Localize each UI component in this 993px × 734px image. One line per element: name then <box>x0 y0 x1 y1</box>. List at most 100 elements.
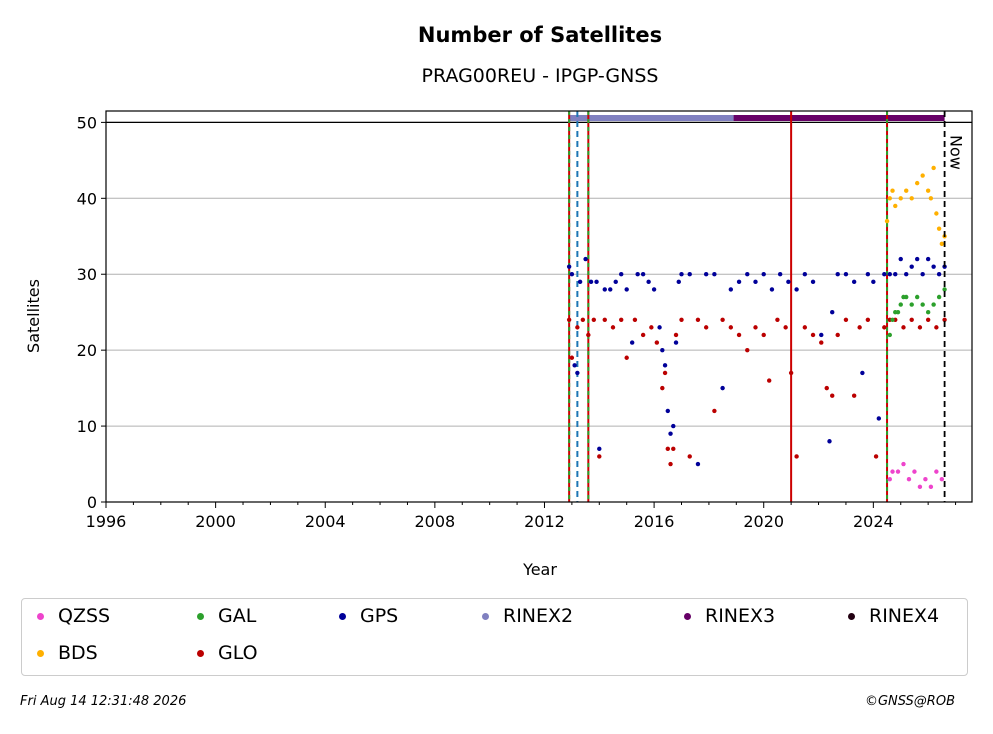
point-glo <box>591 317 597 322</box>
point-qzss <box>906 477 912 482</box>
point-glo <box>671 446 676 452</box>
point-gps <box>646 279 651 285</box>
point-bds <box>914 180 920 186</box>
point-glo <box>649 325 654 330</box>
point-gps <box>835 272 840 277</box>
point-gps <box>728 287 734 292</box>
point-glo <box>917 325 923 330</box>
point-gps <box>871 279 876 285</box>
point-gps <box>619 272 624 277</box>
y-tick-label: 40 <box>77 189 97 208</box>
point-glo <box>619 317 624 322</box>
point-glo <box>835 332 840 338</box>
point-glo <box>673 332 679 338</box>
point-glo <box>810 332 816 338</box>
point-gps <box>583 256 588 262</box>
point-gps <box>851 279 857 285</box>
x-tick-label: 2008 <box>415 512 456 531</box>
plot-area: 0 10 20 30 40 50 1996 2000 2004 2008 2012 2016 2020 2… <box>77 110 973 531</box>
point-glo <box>788 370 794 376</box>
point-gps <box>736 279 742 285</box>
point-glo <box>665 446 671 452</box>
x-tick-label: 2016 <box>634 512 675 531</box>
point-gps <box>876 416 882 421</box>
point-glo <box>942 317 947 322</box>
point-glo <box>767 378 772 383</box>
point-gps <box>679 272 684 277</box>
point-glo <box>597 454 602 459</box>
point-glo <box>610 325 616 330</box>
point-glo <box>640 332 646 338</box>
point-glo <box>712 408 717 414</box>
point-qzss <box>890 469 895 474</box>
point-bds <box>890 188 895 193</box>
point-glo <box>624 355 629 360</box>
point-glo <box>687 454 692 459</box>
satellite-chart: Number of Satellites PRAG00REU - IPGP-GN… <box>24 23 973 579</box>
x-axis-label: Year <box>522 560 557 579</box>
y-axis-label: Satellites <box>24 279 43 353</box>
point-gps <box>695 461 701 467</box>
point-glo <box>569 355 575 360</box>
point-glo <box>824 385 829 391</box>
point-gps <box>745 272 750 277</box>
point-qzss <box>912 469 917 474</box>
point-gps <box>819 332 824 338</box>
x-tick-label: 2024 <box>853 512 894 531</box>
point-glo <box>934 325 939 330</box>
point-bds <box>928 196 934 201</box>
point-glo <box>909 317 914 322</box>
point-glo <box>566 317 572 322</box>
footer-credit: ©GNSS@ROB <box>864 694 955 709</box>
point-glo <box>753 325 758 330</box>
point-glo <box>761 332 766 338</box>
legend-item-rinex4: RINEX4 <box>848 605 939 627</box>
point-glo <box>775 317 780 322</box>
point-bds <box>893 203 898 209</box>
point-bds <box>931 165 936 171</box>
point-gps <box>827 439 832 444</box>
legend: QZSS GAL GPS RINEX2 RINEX3 RINEX4 BDS GLO <box>21 598 968 676</box>
point-gps <box>920 272 925 277</box>
point-gps <box>909 264 914 269</box>
point-gps <box>575 370 580 376</box>
legend-item-qzss: QZSS <box>37 605 110 627</box>
point-gps <box>651 287 657 292</box>
point-qzss <box>901 461 906 467</box>
legend-label: RINEX4 <box>869 605 940 627</box>
point-gps <box>802 272 808 277</box>
point-gps <box>904 272 909 277</box>
point-gps <box>769 287 775 292</box>
point-gal <box>920 302 925 307</box>
legend-marker <box>684 612 691 620</box>
point-gal <box>931 302 936 307</box>
x-tick-label: 2000 <box>195 512 236 531</box>
legend-label: QZSS <box>58 605 111 627</box>
y-tick-label: 30 <box>77 265 97 284</box>
point-gps <box>572 363 577 368</box>
point-glo <box>843 317 849 322</box>
point-gps <box>720 385 725 391</box>
point-bds <box>887 196 892 201</box>
legend-marker <box>339 612 346 620</box>
point-gal <box>914 294 920 300</box>
point-gps <box>687 272 692 277</box>
y-tick-label: 20 <box>77 341 97 360</box>
legend-label: BDS <box>58 642 98 664</box>
point-gps <box>660 347 665 353</box>
point-glo <box>703 325 709 330</box>
legend-label: GPS <box>360 605 399 627</box>
point-qzss <box>887 477 892 482</box>
point-glo <box>632 317 638 322</box>
point-glo <box>695 317 701 322</box>
point-glo <box>865 317 871 322</box>
point-glo <box>602 317 607 322</box>
point-glo <box>728 325 734 330</box>
point-gps <box>608 287 613 292</box>
y-tick-label: 0 <box>87 493 97 512</box>
point-glo <box>802 325 808 330</box>
point-bds <box>936 226 942 231</box>
rinex-band-rinex3 <box>733 115 945 121</box>
point-gps <box>882 272 887 277</box>
point-gps <box>657 325 662 330</box>
